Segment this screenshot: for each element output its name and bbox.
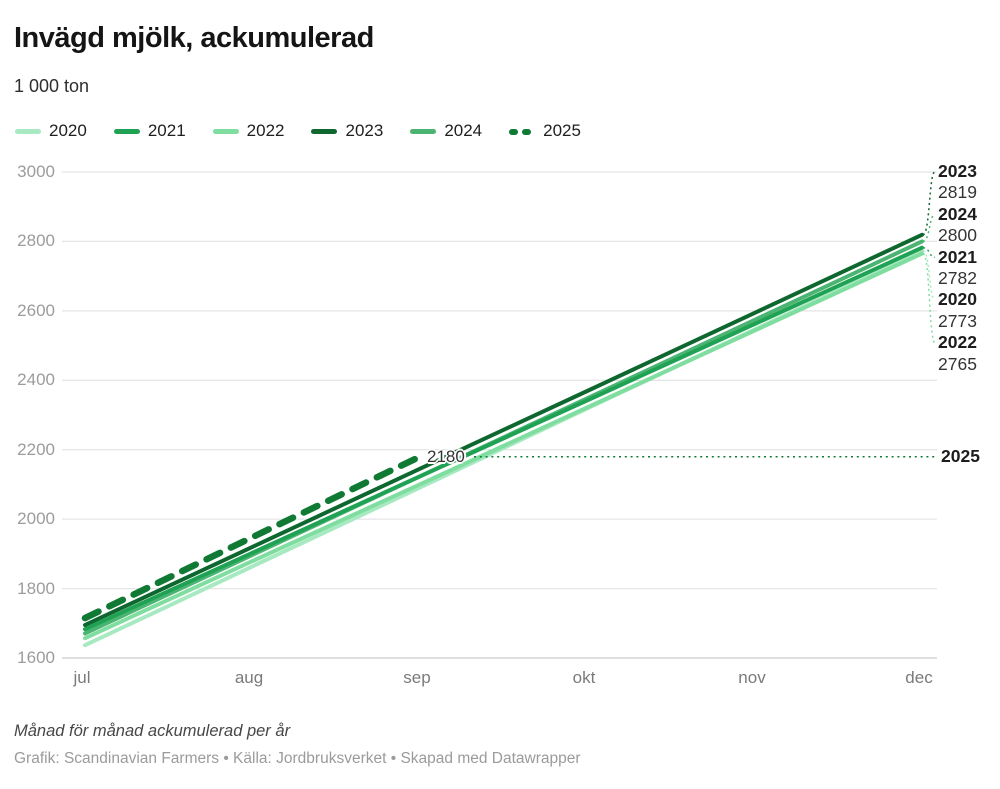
legend-swatch-icon xyxy=(509,128,535,135)
legend-item-2024[interactable]: 2024 xyxy=(410,121,482,141)
legend-label: 2020 xyxy=(49,121,87,140)
legend-item-2023[interactable]: 2023 xyxy=(311,121,383,141)
chart-credits: Grafik: Scandinavian Farmers • Källa: Jo… xyxy=(14,750,581,767)
end-label-value-2024: 2800 xyxy=(938,225,977,246)
chart-units-label: 1 000 ton xyxy=(14,76,90,96)
legend-item-2022[interactable]: 2022 xyxy=(212,121,285,141)
series-line-2025 xyxy=(81,453,424,622)
end-label-value-2022: 2765 xyxy=(938,353,977,374)
legend-item-2025[interactable]: 2025 xyxy=(509,121,581,141)
end-label-year-2023: 2023 xyxy=(938,161,977,181)
legend-swatch-icon xyxy=(311,128,338,134)
x-tick-label: okt xyxy=(572,668,596,687)
end-label-year-2021: 2021 xyxy=(938,246,977,267)
legend-item-2021[interactable]: 2021 xyxy=(113,121,186,141)
x-tick-label: aug xyxy=(234,668,264,687)
leader-line-2020 xyxy=(922,250,936,301)
y-tick-label: 2000 xyxy=(17,509,55,528)
leader-line-2023 xyxy=(922,170,936,236)
y-tick-label: 2600 xyxy=(17,301,55,320)
y-tick-label: 1800 xyxy=(17,579,55,598)
x-tick-label: nov xyxy=(738,668,766,687)
callout-2025-year: 2025 xyxy=(941,446,980,466)
x-tick-label: sep xyxy=(403,668,431,687)
chart-note: Månad för månad ackumulerad per år xyxy=(14,722,291,740)
end-label-year-2024: 2024 xyxy=(938,203,977,224)
page-title: Invägd mjölk, ackumulerad xyxy=(14,22,374,54)
end-label-value-2020: 2773 xyxy=(938,310,977,331)
legend-label: 2024 xyxy=(444,121,483,140)
series-line-2021 xyxy=(83,245,924,632)
legend-swatch-icon xyxy=(212,128,239,134)
leader-line-2024 xyxy=(922,213,936,243)
end-label-value-2021: 2782 xyxy=(938,268,977,289)
end-label-value-2023: 2819 xyxy=(938,182,977,203)
legend-label: 2025 xyxy=(543,121,581,140)
callout-2025-value: 2180 xyxy=(427,447,465,466)
legend-item-2020[interactable]: 2020 xyxy=(15,121,87,141)
legend-label: 2022 xyxy=(246,121,285,140)
y-tick-label: 3000 xyxy=(17,162,55,181)
y-tick-label: 2400 xyxy=(17,370,55,389)
series-line-2022 xyxy=(83,251,924,641)
leader-line-2021 xyxy=(922,246,936,259)
chart-legend: 2020 2021 2022 2023 2024 2025 xyxy=(15,121,581,141)
legend-label: 2021 xyxy=(147,121,186,140)
legend-swatch-icon xyxy=(113,128,140,134)
legend-label: 2023 xyxy=(345,121,384,140)
y-tick-label: 2200 xyxy=(17,440,55,459)
end-label-year-2022: 2022 xyxy=(938,332,977,353)
x-tick-label: jul xyxy=(73,668,91,687)
y-tick-label: 1600 xyxy=(17,648,55,667)
y-tick-label: 2800 xyxy=(17,231,55,250)
x-tick-label: dec xyxy=(905,668,933,687)
series-end-labels: 2023 2819 2024 2800 2021 2782 2020 2773 2022 2765 xyxy=(938,161,998,375)
legend-swatch-icon xyxy=(410,128,437,134)
end-label-year-2020: 2020 xyxy=(938,289,977,310)
series-line-2023 xyxy=(83,232,924,627)
legend-swatch-icon xyxy=(15,128,41,134)
leader-line-2022 xyxy=(922,252,936,344)
